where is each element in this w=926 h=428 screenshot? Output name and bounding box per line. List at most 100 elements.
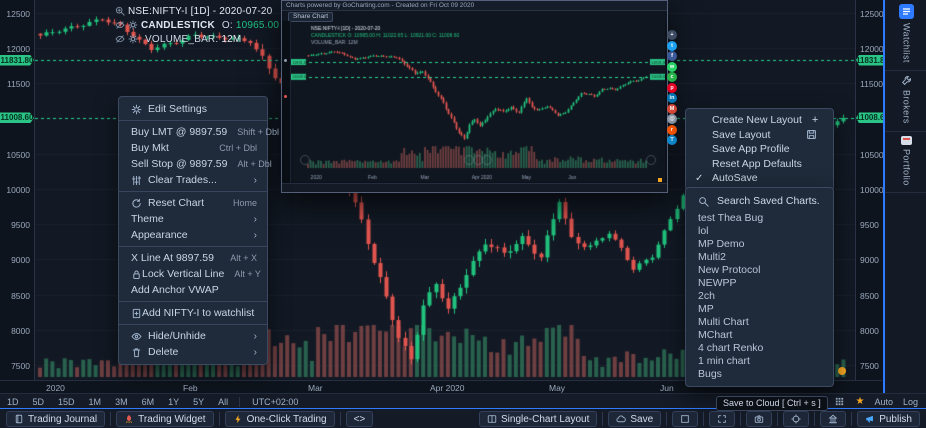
publish-button[interactable]: Publish	[857, 411, 920, 427]
sidebar-tab-brokers[interactable]: Brokers	[885, 71, 926, 132]
saved-chart-item[interactable]: test Thea Bug	[698, 212, 764, 224]
menu-item-delete[interactable]: Delete ›	[119, 344, 267, 360]
menu-item-autosave[interactable]: ✓ AutoSave	[686, 171, 833, 186]
range-5d[interactable]: 5D	[32, 396, 45, 407]
share-chart-tab[interactable]: Share Chart	[288, 11, 334, 22]
range-1m[interactable]: 1M	[88, 396, 102, 407]
saved-chart-item[interactable]: NEWPP	[698, 277, 737, 289]
menu-item-reset-chart[interactable]: Reset Chart Home	[119, 195, 267, 211]
scale-auto[interactable]: Auto	[874, 396, 893, 407]
timezone-label[interactable]: UTC+02:00	[239, 396, 310, 407]
menu-item-x-line-at-9897-59[interactable]: X Line At 9897.59 Alt + X	[119, 250, 267, 266]
-button[interactable]: <>	[345, 411, 374, 427]
scale-log[interactable]: Log	[902, 396, 918, 407]
menu-item-theme[interactable]: Theme ›	[119, 211, 267, 227]
hide-study-icon[interactable]	[115, 20, 125, 30]
sidebar-tab-watchlist[interactable]: Watchlist	[885, 0, 926, 71]
saved-chart-item[interactable]: lol	[698, 225, 709, 237]
email-share-icon[interactable]: @	[667, 114, 677, 124]
zoom-in-icon[interactable]	[115, 6, 125, 16]
time-axis[interactable]: 2020 Feb Mar Apr 2020 May Jun	[0, 380, 882, 394]
menu-item-label: Buy Mkt	[131, 142, 169, 154]
menu-item-lock-vertical-line[interactable]: Lock Vertical Line Alt + Y	[119, 266, 267, 282]
gmail-share-icon[interactable]: M	[667, 103, 677, 114]
chevron-right-icon: ›	[253, 330, 257, 342]
price-tick: 12000	[860, 44, 884, 55]
saved-chart-item[interactable]: Bugs	[698, 368, 722, 380]
saved-chart-item[interactable]: MP	[698, 303, 714, 315]
study-settings-icon[interactable]	[128, 20, 138, 30]
save-button[interactable]: Save	[608, 411, 662, 427]
menu-item-label: X Line At 9897.59	[131, 252, 214, 264]
menu-item-clear-trades[interactable]: Clear Trades... ›	[119, 172, 267, 188]
range-3m[interactable]: 3M	[115, 396, 128, 407]
volume-value: 12M	[221, 33, 242, 45]
menu-item-create-new-layout[interactable]: Create New Layout +	[686, 113, 833, 128]
price-badge: 11831.80	[0, 54, 34, 66]
target-button[interactable]	[783, 411, 810, 427]
saved-chart-item[interactable]: 4 chart Renko	[698, 342, 764, 354]
saved-chart-item[interactable]: New Protocol	[698, 264, 761, 276]
price-tick: 8000	[860, 325, 879, 336]
price-tick: 9000	[860, 255, 879, 266]
menu-item-buy-lmt-9897-59[interactable]: Buy LMT @ 9897.59 Shift + Dbl	[119, 124, 279, 140]
range-5y[interactable]: 5Y	[193, 396, 205, 407]
price-axis-left[interactable]: 12500 12000 11500 10500 10000 9500 9000 8500 800…	[0, 0, 35, 380]
saved-chart-item[interactable]: MP Demo	[698, 238, 745, 250]
one-click-trading-button[interactable]: One-Click Trading	[224, 411, 335, 427]
copy-link-share-icon[interactable]: +	[667, 30, 677, 40]
saved-chart-item[interactable]: Multi Chart	[698, 316, 749, 328]
journal-icon	[14, 414, 24, 424]
menu-item-appearance[interactable]: Appearance ›	[119, 227, 267, 243]
camera-button[interactable]	[746, 411, 773, 427]
saved-chart-item[interactable]: 1 min chart	[698, 355, 750, 367]
expand-button[interactable]	[709, 411, 736, 427]
menu-item-sell-stop-9897-59[interactable]: Sell Stop @ 9897.59 Alt + Dbl	[119, 156, 272, 172]
whatsapp-share-icon[interactable]: w	[667, 61, 677, 72]
volume-settings-icon[interactable]	[128, 34, 138, 44]
reddit-share-icon[interactable]: r	[667, 124, 677, 135]
price-axis-right[interactable]: 12500 12000 11500 10500 10000 9500 9000 8500 800…	[855, 0, 884, 380]
trading-journal-button[interactable]: Trading Journal	[6, 411, 106, 427]
menu-item-label: Sell Stop @ 9897.59	[131, 158, 228, 170]
wechat-share-icon[interactable]: c	[667, 72, 677, 82]
menu-item-add-anchor-vwap[interactable]: Add Anchor VWAP	[119, 282, 267, 298]
grid-layout-icon[interactable]	[834, 396, 845, 407]
saved-chart-item[interactable]: 2ch	[698, 290, 715, 302]
saved-chart-item[interactable]: MChart	[698, 329, 733, 341]
square-button[interactable]	[672, 411, 699, 427]
menu-item-add-nifty-i-to-watchlist[interactable]: Add NIFTY-I to watchlist	[119, 305, 267, 321]
range-15d[interactable]: 15D	[58, 396, 75, 407]
twitter-share-icon[interactable]: t	[667, 40, 677, 51]
menu-item-buy-mkt[interactable]: Buy Mkt Ctrl + Dbl	[119, 140, 267, 156]
range-1y[interactable]: 1Y	[168, 396, 180, 407]
range-1d[interactable]: 1D	[7, 396, 19, 407]
hide-volume-icon[interactable]	[115, 34, 125, 44]
menu-item-save-layout[interactable]: Save Layout	[686, 128, 833, 143]
linkedin-share-icon[interactable]: in	[667, 93, 677, 103]
trading-widget-button[interactable]: Trading Widget	[116, 411, 214, 427]
saved-charts-search[interactable]: Search Saved Charts.	[686, 192, 833, 212]
favorite-star-icon[interactable]: ★	[855, 396, 865, 407]
study-name: CANDLESTICK	[141, 19, 215, 31]
menu-item-save-app-profile[interactable]: Save App Profile	[686, 142, 833, 157]
pinterest-share-icon[interactable]: p	[667, 82, 677, 93]
target-icon	[791, 414, 801, 424]
saved-chart-item[interactable]: Multi2	[698, 251, 727, 263]
range-6m[interactable]: 6M	[141, 396, 155, 407]
bank-button[interactable]	[820, 411, 847, 427]
megaphone-icon	[865, 414, 875, 424]
check-icon: ✓	[695, 172, 704, 184]
price-tick: 9500	[860, 220, 879, 231]
menu-item-edit-settings[interactable]: Edit Settings	[119, 101, 267, 117]
menu-item-reset-app-defaults[interactable]: Reset App Defaults	[686, 157, 833, 172]
menu-item-label: Reset Chart	[148, 197, 205, 209]
sidebar-tab-portfolio[interactable]: Portfolio	[885, 132, 926, 194]
range-all[interactable]: All	[218, 396, 229, 407]
telegram-share-icon[interactable]: T	[667, 135, 677, 145]
facebook-share-icon[interactable]: f	[667, 51, 677, 61]
portfolio-icon	[901, 135, 912, 145]
single-chart-layout-button[interactable]: Single-Chart Layout	[479, 411, 598, 427]
price-tick: 8000	[11, 325, 30, 336]
menu-item-hide-unhide[interactable]: Hide/Unhide ›	[119, 328, 267, 344]
